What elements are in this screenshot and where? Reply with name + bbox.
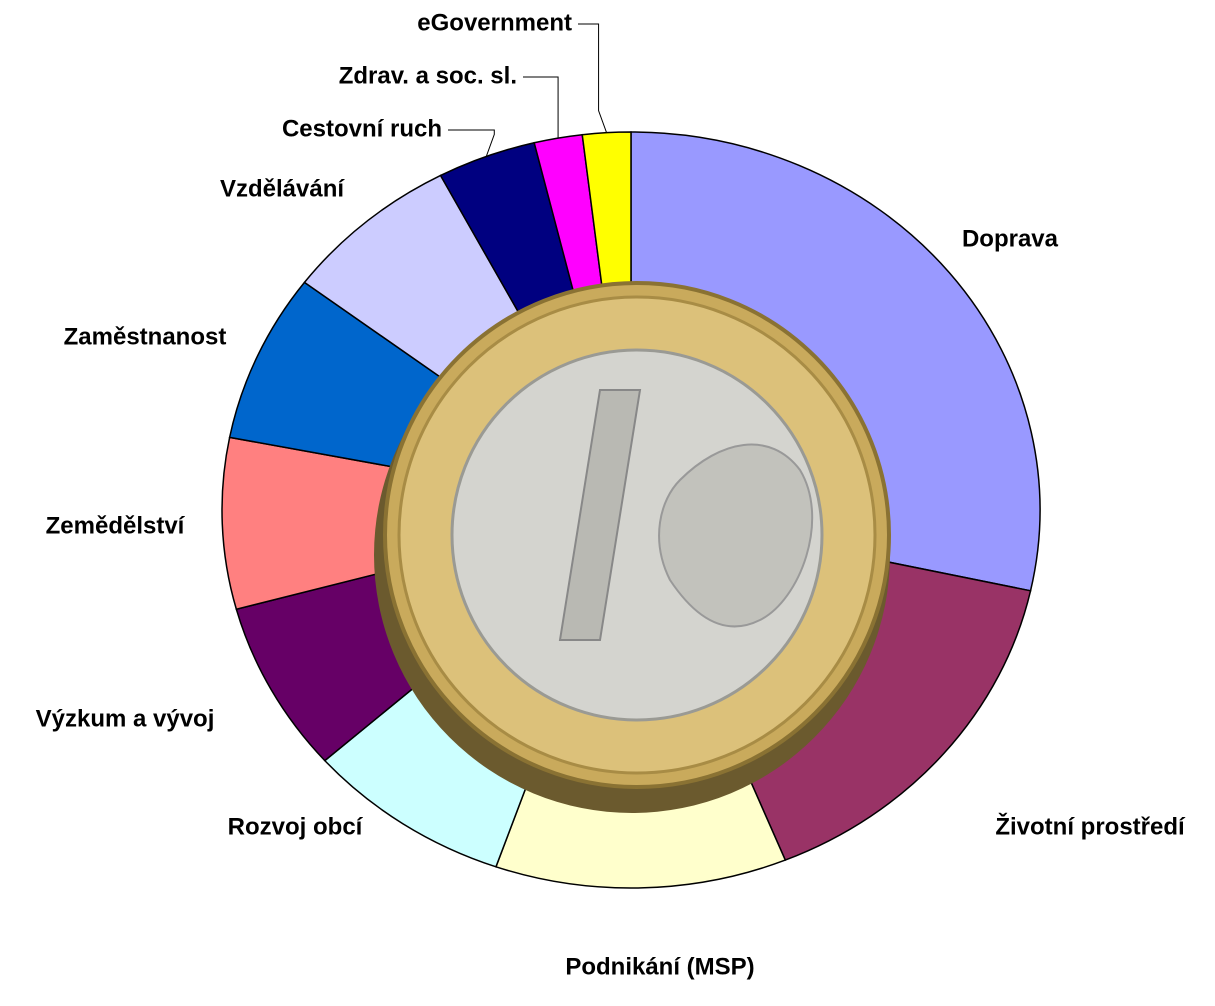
slice-label: Rozvoj obcí bbox=[228, 813, 364, 840]
slice-label: Zaměstnanost bbox=[64, 323, 227, 350]
slice-label: Zdrav. a soc. sl. bbox=[339, 62, 517, 89]
leader-line bbox=[448, 130, 494, 156]
slice-label: Zemědělství bbox=[46, 512, 186, 539]
slice-label: Podnikání (MSP) bbox=[565, 953, 754, 980]
leader-line bbox=[523, 77, 558, 138]
slice-label: Výzkum a vývoj bbox=[36, 705, 215, 732]
coin-image bbox=[374, 283, 890, 813]
slice-label: Životní prostředí bbox=[995, 812, 1186, 840]
leader-line bbox=[578, 24, 607, 133]
slice-label: Vzdělávání bbox=[220, 175, 345, 202]
slice-label: Cestovní ruch bbox=[282, 115, 442, 142]
chart: Doprava Životní prostředí Podnikání (MSP) R… bbox=[0, 0, 1215, 1006]
slice-label: eGovernment bbox=[417, 9, 572, 36]
slice-label: Doprava bbox=[962, 225, 1059, 252]
